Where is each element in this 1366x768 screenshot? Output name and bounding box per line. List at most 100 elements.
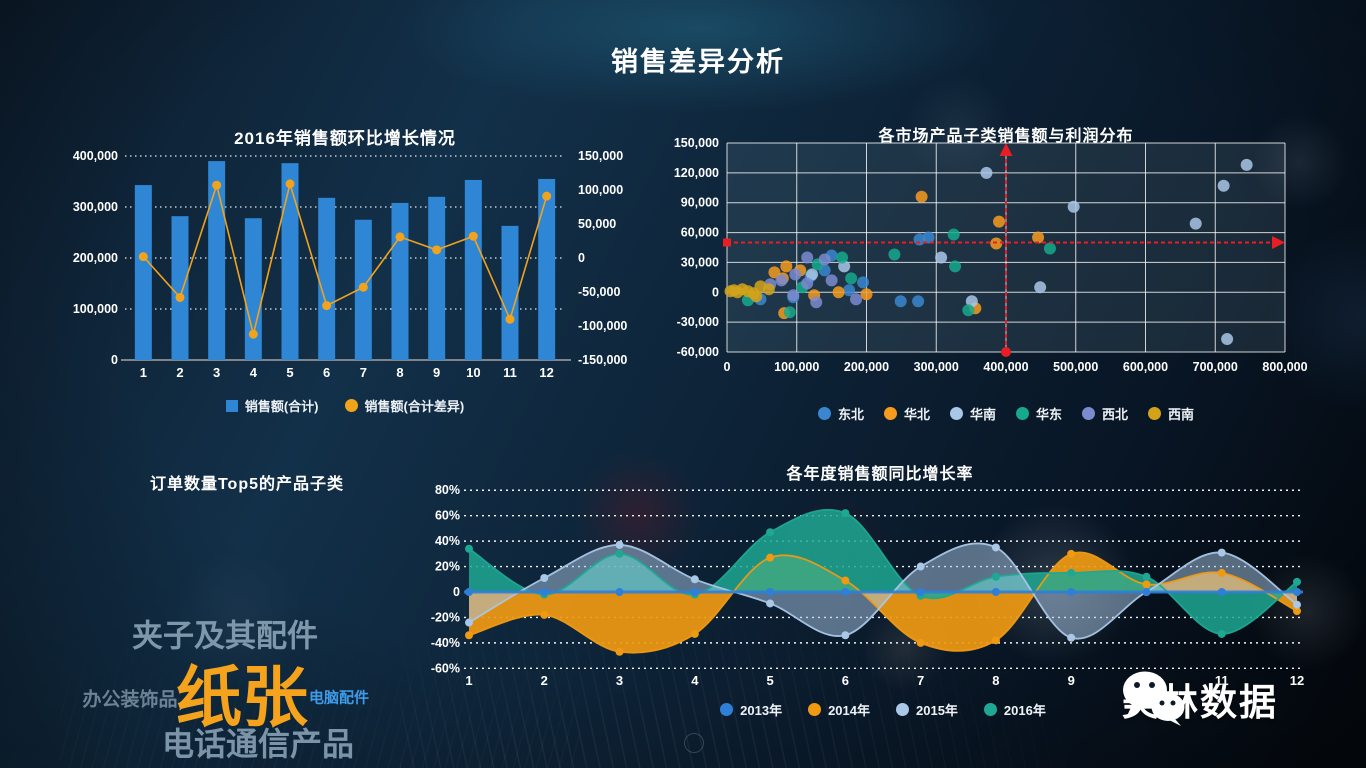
legend-dot-marker [720, 703, 734, 716]
svg-text:0: 0 [453, 585, 460, 599]
bar-chart-title: 2016年销售额环比增长情况 [234, 129, 456, 148]
legend-dot-marker [817, 407, 831, 420]
legend-label: 2016年 [1003, 703, 1046, 718]
legend-item-0[interactable]: 2013年 [720, 700, 782, 719]
legend-label: 2015年 [916, 703, 958, 718]
svg-text:-50,000: -50,000 [578, 285, 620, 299]
svg-text:30,000: 30,000 [681, 255, 719, 269]
svg-text:0: 0 [111, 353, 118, 367]
legend-label: 华南 [969, 407, 996, 422]
legend-item-5[interactable]: 西南 [1148, 404, 1194, 423]
legend-item-1[interactable]: 华北 [883, 404, 930, 423]
svg-text:100,000: 100,000 [73, 302, 118, 316]
svg-text:1: 1 [465, 673, 472, 688]
legend-dot-marker [949, 407, 963, 420]
svg-text:3: 3 [213, 365, 220, 380]
svg-text:500,000: 500,000 [1053, 360, 1098, 374]
scatter-chart: 0 100,000 200,000 300,000 400,000 500,000 600,… [674, 136, 1308, 374]
svg-text:150,000: 150,000 [578, 149, 623, 163]
legend-item-2[interactable]: 华南 [949, 404, 996, 423]
svg-text:6: 6 [842, 673, 849, 688]
legend-dot-marker [808, 703, 822, 716]
scatter-chart-legend: 东北 华北 华南 华东 西北 西南 [727, 404, 1285, 423]
area-chart-panel: 各年度销售额同比增长率 80% 60% 40% 20% 0 -20% -40% -60% 1 2 3… [430, 455, 1340, 745]
svg-text:9: 9 [1068, 673, 1075, 688]
legend-label: 西南 [1168, 407, 1195, 422]
svg-text:11: 11 [503, 365, 517, 380]
bar-chart-plot: 400,000300,000200,000100,0000150,000100,… [73, 149, 628, 380]
wordcloud-word-0[interactable]: 夹子及其配件 [132, 618, 318, 654]
scatter-plot: 0 100,000 200,000 300,000 400,000 500,000 600,… [674, 136, 1308, 374]
legend-dot-marker [344, 399, 358, 412]
svg-text:300,000: 300,000 [73, 200, 118, 214]
legend-label: 华东 [1036, 407, 1063, 422]
legend-item-0[interactable]: 销售额(合计) [225, 396, 319, 415]
page-title: 销售差异分析 [611, 47, 785, 77]
svg-text:700,000: 700,000 [1193, 360, 1238, 374]
svg-text:7: 7 [917, 673, 924, 688]
svg-text:0: 0 [712, 285, 719, 299]
legend-item-2[interactable]: 2015年 [896, 700, 958, 719]
svg-text:-40%: -40% [431, 636, 460, 650]
legend-item-1[interactable]: 2014年 [808, 700, 870, 719]
bar-line-chart-panel: 2016年销售额环比增长情况 400,000 300,000 200,000 100,… [70, 118, 628, 418]
svg-text:200,000: 200,000 [844, 360, 889, 374]
wordcloud-word-3[interactable]: 电脑配件 [308, 689, 370, 707]
svg-text:300,000: 300,000 [914, 360, 959, 374]
wordcloud-word-2[interactable]: 办公装饰品 [82, 689, 178, 711]
legend-dot-marker [1016, 407, 1029, 420]
area-chart-legend: 2013年 2014年 2015年 2016年 [469, 700, 1297, 719]
wordcloud-word-4[interactable]: 电话通信产品 [161, 726, 355, 762]
svg-text:0: 0 [578, 251, 585, 265]
legend-item-4[interactable]: 西北 [1082, 404, 1128, 423]
wordcloud-word-1[interactable]: 纸张 [176, 660, 308, 734]
watermark: 美林数据 [1122, 671, 1278, 726]
legend-item-3[interactable]: 华东 [1016, 404, 1062, 423]
legend-item-0[interactable]: 东北 [817, 404, 864, 423]
svg-text:7: 7 [360, 365, 367, 380]
legend-label: 销售额(合计) [244, 399, 319, 414]
svg-text:6: 6 [323, 365, 330, 380]
wordcloud-panel: 订单数量Top5的产品子类 夹子及其配件纸张 办公装饰品 电脑配件电话通信产品 [0, 440, 430, 762]
svg-text:800,000: 800,000 [1262, 360, 1307, 374]
svg-text:50,000: 50,000 [578, 217, 616, 231]
legend-label: 销售额(合计差异) [364, 399, 465, 414]
svg-text:4: 4 [691, 673, 699, 688]
svg-text:12: 12 [1290, 673, 1304, 688]
svg-text:5: 5 [766, 673, 773, 688]
svg-text:1: 1 [140, 365, 147, 380]
legend-dot-marker [896, 703, 909, 716]
svg-text:60,000: 60,000 [681, 226, 719, 240]
bar-line-chart: 400,000300,000200,000100,0000150,000100,… [73, 149, 628, 380]
wordcloud-title: 订单数量Top5的产品子类 [149, 476, 345, 493]
svg-text:8: 8 [992, 673, 999, 688]
svg-text:200,000: 200,000 [73, 251, 118, 265]
svg-text:9: 9 [433, 365, 440, 380]
legend-item-3[interactable]: 2016年 [983, 700, 1046, 719]
svg-text:-20%: -20% [431, 610, 460, 624]
svg-text:100,000: 100,000 [774, 360, 819, 374]
svg-text:10: 10 [466, 365, 480, 380]
legend-dot-marker [1148, 407, 1162, 420]
svg-text:-100,000: -100,000 [578, 319, 627, 333]
legend-item-1[interactable]: 销售额(合计差异) [344, 396, 465, 415]
area-chart-title: 各年度销售额同比增长率 [786, 466, 974, 483]
legend-label: 2013年 [740, 703, 783, 718]
legend-dot-marker [983, 703, 997, 716]
svg-text:600,000: 600,000 [1123, 360, 1168, 374]
svg-text:-60,000: -60,000 [677, 345, 719, 359]
svg-text:0: 0 [724, 360, 731, 374]
svg-text:400,000: 400,000 [983, 360, 1028, 374]
svg-text:150,000: 150,000 [674, 136, 719, 150]
svg-text:40%: 40% [435, 534, 460, 548]
legend-label: 西北 [1102, 407, 1129, 422]
svg-text:60%: 60% [435, 509, 460, 523]
svg-text:2: 2 [541, 673, 548, 688]
decor-ring [684, 733, 704, 753]
svg-text:-60%: -60% [431, 661, 460, 675]
svg-text:8: 8 [396, 365, 403, 380]
svg-text:3: 3 [616, 673, 623, 688]
svg-text:2: 2 [176, 365, 183, 380]
